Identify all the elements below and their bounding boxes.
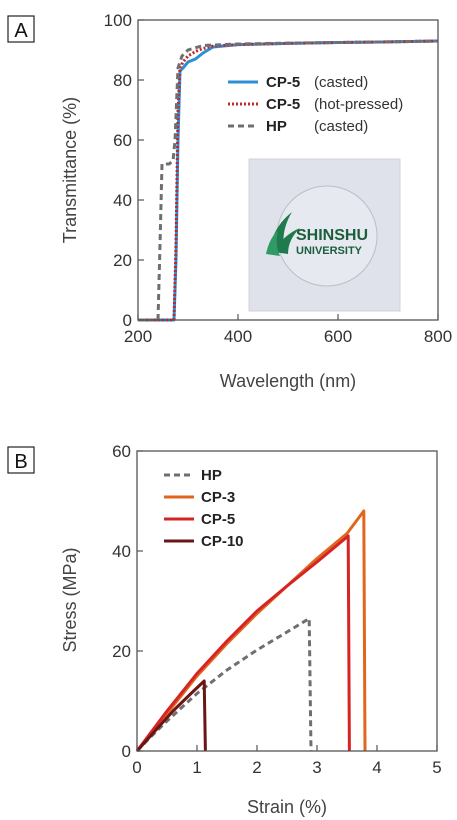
series-line-b-hp-0 (135, 617, 313, 753)
panel-a-ytick-label: 40 (113, 191, 132, 210)
panel-a-ytick-label: 100 (104, 11, 132, 30)
panel-b-xtick-label: 3 (312, 758, 321, 777)
panel-a-label: A (14, 20, 28, 42)
panel-a-axes-frame (137, 19, 439, 321)
panel-b-label: B (14, 451, 27, 473)
series-line-b-cp5-2 (135, 534, 351, 752)
panel-a-xlabel: Wavelength (nm) (220, 371, 356, 391)
shinshu-logo-mark (266, 212, 300, 256)
panel-b-legend: HP CP-3 CP-5 CP-10 (164, 467, 244, 550)
panel-b-ytick-label: 0 (122, 742, 131, 761)
panel-b-ytick-label: 60 (112, 442, 131, 461)
panel-b-label-box (7, 446, 35, 474)
legend-a-note-cp5-hot: (hot-pressed) (314, 96, 403, 113)
panel-b-ytick-label: 20 (112, 642, 131, 661)
panel-a-ytick-label: 20 (113, 251, 132, 270)
panel-b-axes-frame (136, 450, 438, 752)
legend-b-name-cp3: CP-3 (201, 489, 235, 506)
photo-border (248, 158, 401, 312)
panel-b-ylabel: Stress (MPa) (60, 547, 80, 652)
legend-a-note-hp: (casted) (314, 118, 368, 135)
panel-a-legend: CP-5 (casted) CP-5 (hot-pressed) HP (cas… (228, 74, 403, 135)
series-line-b-cp10-3 (135, 679, 207, 753)
series-line-a-cp5-1 (138, 39, 439, 322)
logo-text-shinshu: SHINSHU (296, 227, 368, 244)
panel-b-xlabel: Strain (%) (247, 797, 327, 817)
panel-a-xtick-label: 800 (424, 327, 452, 346)
legend-a-name-cp5-hot: CP-5 (266, 96, 300, 113)
panel-b-ticks: 0 1 2 3 4 5 0 20 40 60 (112, 442, 442, 777)
panel-a-ylabel: Transmittance (%) (60, 97, 80, 243)
panel-a: A SHINSHU UNIVERSITY 200 400 600 800 0 20 40 60… (7, 11, 453, 391)
panel-b-xtick-label: 0 (132, 758, 141, 777)
panel-b-series (135, 509, 367, 753)
legend-b-name-cp10: CP-10 (201, 533, 244, 550)
legend-a-name-cp5-casted: CP-5 (266, 74, 300, 91)
legend-b-name-cp5: CP-5 (201, 511, 235, 528)
sample-photo: SHINSHU UNIVERSITY (248, 158, 401, 312)
panel-b-xtick-label: 1 (192, 758, 201, 777)
legend-a-note-cp5-casted: (casted) (314, 74, 368, 91)
legend-a-name-hp: HP (266, 118, 287, 135)
legend-b-name-hp: HP (201, 467, 222, 484)
panel-b-xtick-label: 4 (372, 758, 381, 777)
panel-a-label-box (7, 15, 35, 43)
panel-a-ytick-label: 60 (113, 131, 132, 150)
panel-a-ytick-label: 0 (123, 311, 132, 330)
panel-b-ytick-label: 40 (112, 542, 131, 561)
panel-a-xtick-label: 200 (124, 327, 152, 346)
panel-a-ticks: 200 400 600 800 0 20 40 60 80 100 (104, 11, 453, 346)
panel-a-ytick-label: 80 (113, 71, 132, 90)
series-line-a-hp-2 (138, 39, 439, 322)
panel-b-xtick-label: 2 (252, 758, 261, 777)
logo-text-university: UNIVERSITY (296, 245, 363, 257)
panel-a-xtick-label: 600 (324, 327, 352, 346)
panel-a-xtick-label: 400 (224, 327, 252, 346)
panel-b-xtick-label: 5 (432, 758, 441, 777)
